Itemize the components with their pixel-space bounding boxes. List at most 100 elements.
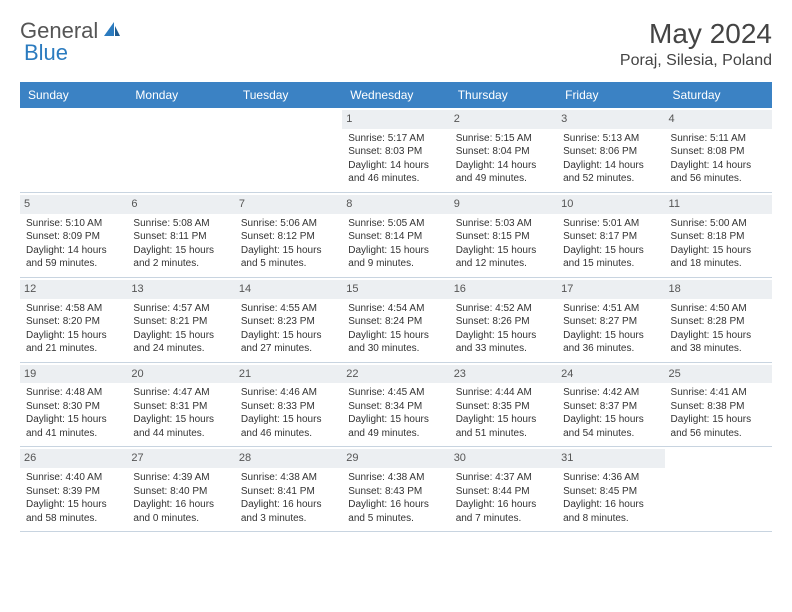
cell-details: Sunrise: 4:40 AMSunset: 8:39 PMDaylight:…: [24, 471, 123, 525]
day-header-wednesday: Wednesday: [342, 82, 449, 108]
calendar-cell: [20, 108, 127, 192]
calendar-cell: 19 Sunrise: 4:48 AMSunset: 8:30 PMDayligh…: [20, 363, 127, 447]
cell-details: Sunrise: 4:45 AMSunset: 8:34 PMDaylight:…: [346, 386, 445, 440]
date-number: 30: [450, 449, 557, 468]
day-header-friday: Friday: [557, 82, 664, 108]
cell-details: Sunrise: 4:42 AMSunset: 8:37 PMDaylight:…: [561, 386, 660, 440]
calendar-cell: [665, 447, 772, 531]
calendar-cell: 15 Sunrise: 4:54 AMSunset: 8:24 PMDayligh…: [342, 278, 449, 362]
calendar-cell: 25Sunrise: 4:41 AMSunset: 8:38 PMDayligh…: [665, 363, 772, 447]
calendar: SundayMondayTuesdayWednesdayThursdayFrid…: [20, 82, 772, 532]
calendar-cell: 22 Sunrise: 4:45 AMSunset: 8:34 PMDayligh…: [342, 363, 449, 447]
title-block: May 2024 Poraj, Silesia, Poland: [620, 18, 772, 70]
date-number: 4: [665, 110, 772, 129]
date-number: 27: [127, 449, 234, 468]
day-header-saturday: Saturday: [665, 82, 772, 108]
date-number: 22: [342, 365, 449, 384]
calendar-cell: 13 Sunrise: 4:57 AMSunset: 8:21 PMDayligh…: [127, 278, 234, 362]
calendar-cell: 16Sunrise: 4:52 AMSunset: 8:26 PMDayligh…: [450, 278, 557, 362]
calendar-cell: 26 Sunrise: 4:40 AMSunset: 8:39 PMDayligh…: [20, 447, 127, 531]
logo-blue-wrap: Blue: [24, 40, 68, 66]
cell-details: Sunrise: 4:54 AMSunset: 8:24 PMDaylight:…: [346, 302, 445, 356]
cell-details: Sunrise: 4:44 AMSunset: 8:35 PMDaylight:…: [454, 386, 553, 440]
header: General May 2024 Poraj, Silesia, Poland: [20, 18, 772, 70]
cell-details: Sunrise: 4:46 AMSunset: 8:33 PMDaylight:…: [239, 386, 338, 440]
date-number: 23: [450, 365, 557, 384]
date-number: 26: [20, 449, 127, 468]
date-number: 9: [450, 195, 557, 214]
week-row: 5Sunrise: 5:10 AMSunset: 8:09 PMDaylight…: [20, 193, 772, 278]
cell-details: Sunrise: 5:01 AMSunset: 8:17 PMDaylight:…: [561, 217, 660, 271]
calendar-cell: 27Sunrise: 4:39 AMSunset: 8:40 PMDayligh…: [127, 447, 234, 531]
calendar-cell: 18Sunrise: 4:50 AMSunset: 8:28 PMDayligh…: [665, 278, 772, 362]
day-header-monday: Monday: [127, 82, 234, 108]
date-number: 11: [665, 195, 772, 214]
day-header-sunday: Sunday: [20, 82, 127, 108]
date-number: 24: [557, 365, 664, 384]
day-header-tuesday: Tuesday: [235, 82, 342, 108]
cell-details: Sunrise: 4:41 AMSunset: 8:38 PMDaylight:…: [669, 386, 768, 440]
date-number: 21: [235, 365, 342, 384]
calendar-cell: 1 Sunrise: 5:17 AMSunset: 8:03 PMDaylight…: [342, 108, 449, 192]
calendar-cell: 7 Sunrise: 5:06 AMSunset: 8:12 PMDaylight…: [235, 193, 342, 277]
logo-sail-icon: [102, 20, 122, 43]
calendar-cell: 17Sunrise: 4:51 AMSunset: 8:27 PMDayligh…: [557, 278, 664, 362]
cell-details: Sunrise: 4:55 AMSunset: 8:23 PMDaylight:…: [239, 302, 338, 356]
date-number: 15: [342, 280, 449, 299]
location-text: Poraj, Silesia, Poland: [620, 52, 772, 70]
calendar-cell: 23 Sunrise: 4:44 AMSunset: 8:35 PMDayligh…: [450, 363, 557, 447]
date-number: 6: [127, 195, 234, 214]
calendar-cell: 31 Sunrise: 4:36 AMSunset: 8:45 PMDayligh…: [557, 447, 664, 531]
date-number: 13: [127, 280, 234, 299]
cell-details: Sunrise: 4:48 AMSunset: 8:30 PMDaylight:…: [24, 386, 123, 440]
week-row: 12Sunrise: 4:58 AMSunset: 8:20 PMDayligh…: [20, 278, 772, 363]
date-number: 29: [342, 449, 449, 468]
date-number: 1: [342, 110, 449, 129]
weeks-container: 1 Sunrise: 5:17 AMSunset: 8:03 PMDaylight…: [20, 108, 772, 532]
logo-text-blue: Blue: [24, 40, 68, 65]
date-number: 16: [450, 280, 557, 299]
date-number: 5: [20, 195, 127, 214]
date-number: 31: [557, 449, 664, 468]
calendar-cell: 24 Sunrise: 4:42 AMSunset: 8:37 PMDayligh…: [557, 363, 664, 447]
cell-details: Sunrise: 4:47 AMSunset: 8:31 PMDaylight:…: [131, 386, 230, 440]
cell-details: Sunrise: 4:58 AMSunset: 8:20 PMDaylight:…: [24, 302, 123, 356]
date-number: 2: [450, 110, 557, 129]
cell-details: Sunrise: 5:03 AMSunset: 8:15 PMDaylight:…: [454, 217, 553, 271]
week-row: 26 Sunrise: 4:40 AMSunset: 8:39 PMDayligh…: [20, 447, 772, 532]
date-number: 3: [557, 110, 664, 129]
cell-details: Sunrise: 5:17 AMSunset: 8:03 PMDaylight:…: [346, 132, 445, 186]
calendar-cell: 3 Sunrise: 5:13 AMSunset: 8:06 PMDaylight…: [557, 108, 664, 192]
day-headers-row: SundayMondayTuesdayWednesdayThursdayFrid…: [20, 82, 772, 108]
date-number: 7: [235, 195, 342, 214]
calendar-cell: 10 Sunrise: 5:01 AMSunset: 8:17 PMDayligh…: [557, 193, 664, 277]
calendar-cell: 20 Sunrise: 4:47 AMSunset: 8:31 PMDayligh…: [127, 363, 234, 447]
calendar-cell: [127, 108, 234, 192]
calendar-cell: 8Sunrise: 5:05 AMSunset: 8:14 PMDaylight…: [342, 193, 449, 277]
month-title: May 2024: [620, 18, 772, 50]
cell-details: Sunrise: 4:37 AMSunset: 8:44 PMDaylight:…: [454, 471, 553, 525]
date-number: 19: [20, 365, 127, 384]
cell-details: Sunrise: 4:57 AMSunset: 8:21 PMDaylight:…: [131, 302, 230, 356]
cell-details: Sunrise: 5:13 AMSunset: 8:06 PMDaylight:…: [561, 132, 660, 186]
calendar-cell: [235, 108, 342, 192]
week-row: 19 Sunrise: 4:48 AMSunset: 8:30 PMDayligh…: [20, 363, 772, 448]
cell-details: Sunrise: 5:15 AMSunset: 8:04 PMDaylight:…: [454, 132, 553, 186]
date-number: 20: [127, 365, 234, 384]
cell-details: Sunrise: 5:06 AMSunset: 8:12 PMDaylight:…: [239, 217, 338, 271]
cell-details: Sunrise: 5:08 AMSunset: 8:11 PMDaylight:…: [131, 217, 230, 271]
calendar-cell: 4 Sunrise: 5:11 AMSunset: 8:08 PMDaylight…: [665, 108, 772, 192]
cell-details: Sunrise: 4:38 AMSunset: 8:43 PMDaylight:…: [346, 471, 445, 525]
date-number: 10: [557, 195, 664, 214]
date-number: 28: [235, 449, 342, 468]
calendar-cell: 11 Sunrise: 5:00 AMSunset: 8:18 PMDayligh…: [665, 193, 772, 277]
date-number: 8: [342, 195, 449, 214]
calendar-cell: 9 Sunrise: 5:03 AMSunset: 8:15 PMDaylight…: [450, 193, 557, 277]
cell-details: Sunrise: 4:51 AMSunset: 8:27 PMDaylight:…: [561, 302, 660, 356]
calendar-cell: 29 Sunrise: 4:38 AMSunset: 8:43 PMDayligh…: [342, 447, 449, 531]
cell-details: Sunrise: 4:50 AMSunset: 8:28 PMDaylight:…: [669, 302, 768, 356]
cell-details: Sunrise: 5:00 AMSunset: 8:18 PMDaylight:…: [669, 217, 768, 271]
cell-details: Sunrise: 5:11 AMSunset: 8:08 PMDaylight:…: [669, 132, 768, 186]
cell-details: Sunrise: 4:36 AMSunset: 8:45 PMDaylight:…: [561, 471, 660, 525]
day-header-thursday: Thursday: [450, 82, 557, 108]
